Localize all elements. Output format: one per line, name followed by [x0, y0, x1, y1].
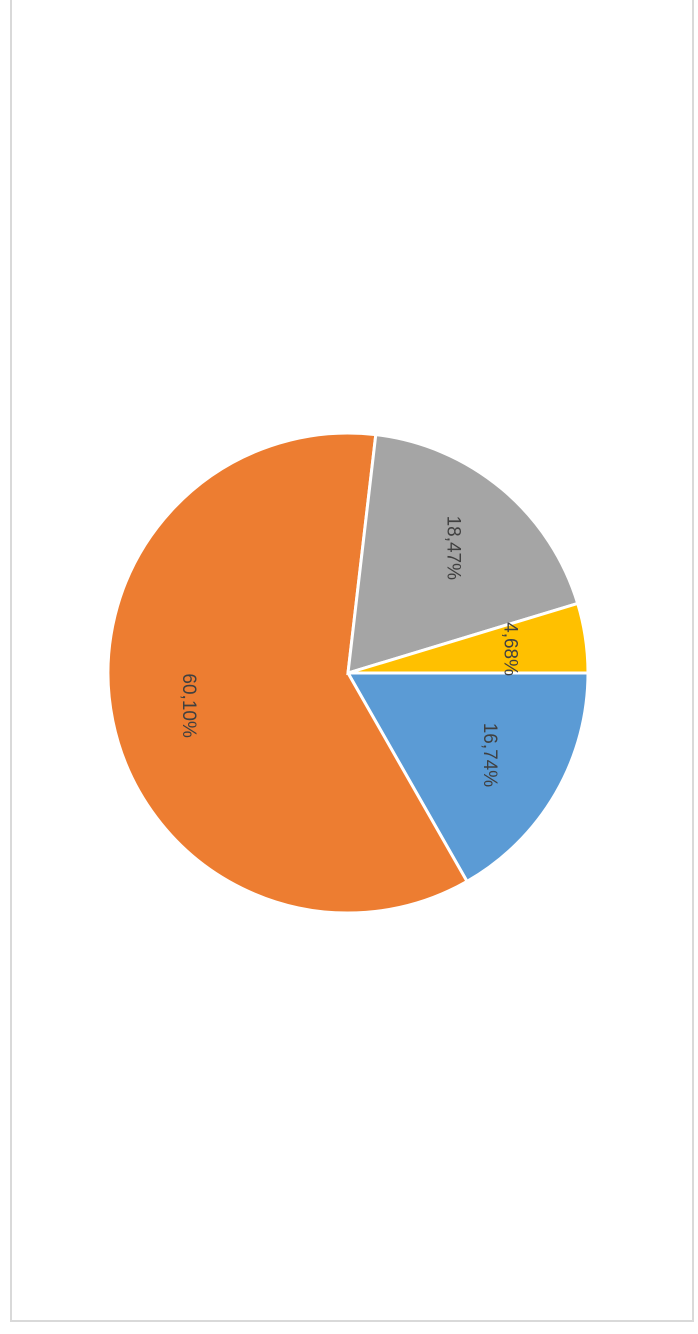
data-label-entre-35-y-44: 18,47%	[443, 516, 464, 581]
data-label-entre-25-y-34: 60,10%	[178, 673, 199, 738]
pie-slice-menores-de-24	[345, 671, 590, 884]
pie-slice-entre-35-y-44	[346, 432, 580, 676]
pie-data-labels: 16,74% 60,10% 18,47% 4,68%	[178, 516, 520, 788]
pie-slice-mas-de-45	[347, 601, 590, 675]
pie-slice-entre-25-y-34	[106, 431, 470, 915]
data-label-mas-de-45: 4,68%	[499, 622, 520, 676]
pie-slices	[106, 431, 590, 915]
data-label-menores-de-24: 16,74%	[479, 723, 500, 788]
